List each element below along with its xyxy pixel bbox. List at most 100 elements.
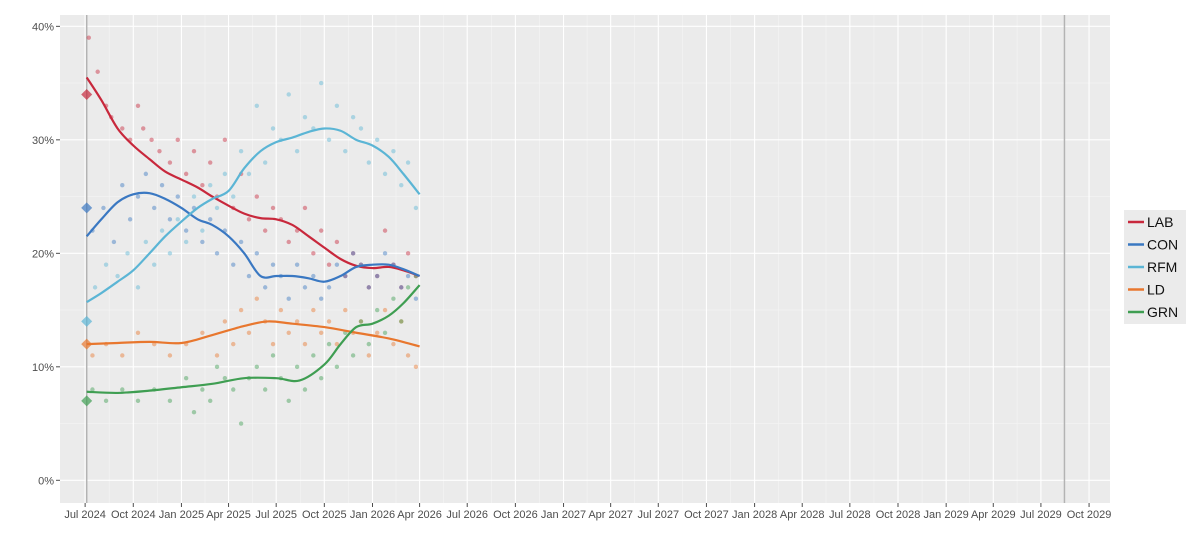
poll-point-rfm <box>175 217 180 222</box>
poll-point-ld <box>413 364 419 370</box>
poll-point-ld <box>90 353 95 358</box>
poll-point-con <box>183 228 189 233</box>
legend-label-grn: GRN <box>1147 304 1178 320</box>
poll-point-ld <box>318 330 324 335</box>
poll-point-lab <box>382 228 388 233</box>
result-marker-ld <box>81 338 93 350</box>
legend-label-rfm: RFM <box>1147 259 1177 275</box>
poll-point-grn <box>167 398 173 404</box>
poll-point-rfm <box>208 183 213 188</box>
poll-point-rfm <box>222 171 228 177</box>
poll-point-rfm <box>270 126 276 131</box>
poll-point-lab <box>222 137 228 143</box>
poll-point-grn <box>294 364 300 370</box>
poll-point-grn <box>214 364 220 370</box>
trend-line-grn <box>86 284 421 395</box>
x-tick-label: Jul 2027 <box>637 509 679 521</box>
poll-point-con <box>175 194 180 199</box>
x-tick-label: Apr 2026 <box>397 509 442 521</box>
poll-point-lab <box>286 239 291 245</box>
poll-point-grn <box>366 341 372 347</box>
trend-line-lab <box>85 76 420 278</box>
poll-point-ld <box>120 353 125 358</box>
poll-point-lab <box>175 137 180 143</box>
poll-point-grn <box>270 353 276 358</box>
poll-point-ld <box>311 307 316 313</box>
poll-point-lab <box>95 69 100 74</box>
minor-gridlines <box>60 15 1110 503</box>
poll-point-con <box>270 262 276 267</box>
x-tick-label: Apr 2029 <box>971 509 1016 521</box>
poll-point-rfm <box>200 228 205 233</box>
poll-point-rfm <box>358 126 364 131</box>
poll-point-ld <box>286 330 291 335</box>
poll-point-rfm <box>413 205 419 211</box>
x-tick-label: Oct 2025 <box>302 509 347 521</box>
poll-point-rfm <box>391 148 396 154</box>
poll-point-con <box>405 273 411 279</box>
poll-point-rfm <box>167 251 173 256</box>
poll-point-con <box>302 285 308 290</box>
poll-point-lab <box>318 228 324 233</box>
poll-point-grn <box>326 341 332 347</box>
poll-point-con <box>374 273 380 279</box>
x-tick-label: Jul 2029 <box>1020 509 1062 521</box>
poll-point-grn <box>399 319 404 324</box>
poll-point-lab <box>254 194 260 199</box>
poll-point-grn <box>405 285 411 290</box>
poll-point-rfm <box>238 148 244 154</box>
poll-point-rfm <box>125 251 130 256</box>
poll-point-grn <box>334 364 340 370</box>
poll-point-grn <box>238 421 244 426</box>
x-tick-label: Jan 2026 <box>350 509 395 521</box>
poll-point-con <box>311 273 316 279</box>
poll-point-lab <box>200 183 205 188</box>
poll-point-ld <box>231 341 236 347</box>
poll-point-con <box>231 262 236 267</box>
poll-point-ld <box>294 319 300 324</box>
poll-point-rfm <box>318 80 324 86</box>
poll-point-grn <box>391 296 396 301</box>
y-tick-label: 0% <box>38 475 54 487</box>
poll-point-grn <box>318 375 324 381</box>
trend-lines <box>85 76 421 395</box>
result-marker-grn <box>81 395 93 407</box>
poll-point-grn <box>135 398 141 404</box>
poll-point-ld <box>254 296 260 301</box>
poll-point-rfm <box>254 103 260 108</box>
poll-point-lab <box>191 148 197 154</box>
poll-point-rfm <box>350 114 356 120</box>
legend: LAB CON RFM LD GRN <box>1124 210 1186 324</box>
poll-point-rfm <box>103 262 109 267</box>
x-tick-label: Jan 2025 <box>159 509 204 521</box>
poll-point-lab <box>141 126 146 131</box>
x-tick-label: Apr 2027 <box>588 509 633 521</box>
poll-point-rfm <box>231 194 236 199</box>
poll-point-lab <box>157 148 162 154</box>
x-tick-label: Jul 2025 <box>255 509 297 521</box>
poll-point-con <box>262 285 268 290</box>
poll-point-grn <box>254 364 260 370</box>
poll-point-con <box>326 285 332 290</box>
poll-point-ld <box>326 319 332 324</box>
poll-point-rfm <box>115 273 120 279</box>
poll-point-lab <box>399 285 404 290</box>
poll-point-lab <box>350 251 356 256</box>
poll-point-lab <box>149 137 154 143</box>
x-tick-label: Apr 2028 <box>780 509 825 521</box>
poll-point-ld <box>278 307 284 313</box>
poll-point-grn <box>374 307 380 313</box>
poll-point-con <box>135 194 141 199</box>
poll-point-con <box>286 296 291 301</box>
poll-point-rfm <box>183 239 189 245</box>
poll-point-con <box>399 285 404 290</box>
y-tick-label: 30% <box>32 135 54 147</box>
y-tick-label: 40% <box>32 21 54 33</box>
poll-point-lab <box>374 273 380 279</box>
poll-point-con <box>111 239 117 245</box>
x-tick-label: Jan 2029 <box>924 509 969 521</box>
x-tick-label: Jul 2028 <box>829 509 871 521</box>
poll-point-con <box>120 183 125 188</box>
poll-point-con <box>127 217 133 222</box>
poll-point-rfm <box>159 228 165 233</box>
